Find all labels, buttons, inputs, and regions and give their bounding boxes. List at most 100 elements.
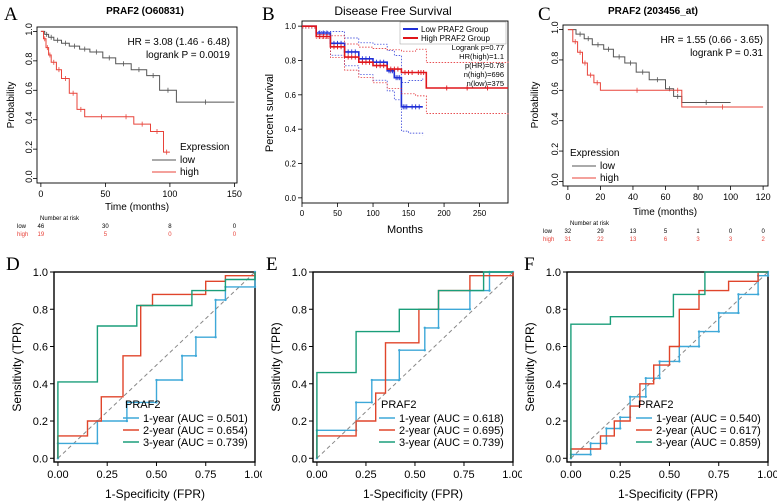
risk-low-value: 29 — [597, 229, 604, 235]
axes-b: 0 50 100 150 200 250 0.0 0.2 0.4 0.6 0.8 1.0 — [285, 22, 487, 218]
roc-point — [644, 395, 648, 399]
legend-title-c: Expression — [570, 148, 619, 159]
chart-title-c: PRAF2 (203456_at) — [608, 6, 698, 17]
curves-b — [302, 25, 509, 136]
roc-point — [437, 326, 440, 330]
roc-point — [628, 395, 632, 399]
stat-phr-b: p(HR)=0.78 — [465, 61, 504, 70]
roc-point — [155, 401, 158, 404]
legend-low-a: low — [180, 155, 196, 166]
roc-point — [589, 442, 592, 445]
y-tick-label-a: 0.0 — [24, 170, 34, 183]
x-tick-label-d: 0.25 — [96, 469, 117, 481]
curves-c — [567, 29, 764, 110]
logrank-text-c: logrank P = 0.31 — [690, 48, 763, 59]
risk-title-c: Number at risk — [570, 221, 610, 227]
plot-frame-a — [36, 26, 238, 184]
km-curve-high — [567, 29, 764, 108]
roc-curves-e — [315, 270, 515, 460]
y-tick-label-e: 0.8 — [292, 304, 307, 316]
y-tick-label-d: 0.8 — [33, 304, 48, 316]
y-tick-label-b: 0.0 — [285, 194, 297, 203]
km-curve-high — [40, 30, 170, 153]
risk-label-high-c: high — [543, 237, 554, 243]
x-tick-label-c: 60 — [660, 192, 670, 202]
km-plot-c: C PRAF2 (203456_at) 0 20 40 60 80 100 1200.00.… — [530, 4, 771, 243]
y-tick-label-f: 0.2 — [546, 416, 561, 428]
y-tick-label-f: 0.4 — [546, 379, 561, 391]
legend-entry-3-year: 3-year (AUC = 0.739) — [399, 437, 504, 449]
roc-plot-e: E 0.00 0.25 0.50 0.75 1.00 0.0 0.2 0.4 0.6 0.8 1.0… — [266, 254, 522, 501]
y-tick-label-d: 0.6 — [33, 342, 48, 354]
x-tick-label-b: 0 — [300, 209, 305, 218]
diagonal-reference — [57, 271, 256, 459]
roc-point — [619, 427, 622, 430]
risk-low-value: 5 — [664, 229, 668, 235]
roc-point — [766, 274, 770, 277]
risk-low-value: 30 — [102, 224, 109, 230]
roc-point — [180, 354, 184, 358]
roc-point — [644, 376, 648, 380]
survival-curve-1 — [302, 25, 508, 89]
x-tick-label-d: 0.00 — [47, 469, 68, 481]
legend-d: 1-year (AUC = 0.501)2-year (AUC = 0.654)… — [123, 413, 248, 449]
y-axis-title-c: Probability — [530, 82, 541, 129]
plot-frame-e — [312, 271, 514, 463]
y-tick-label-e: 0.6 — [292, 342, 307, 354]
y-tick-label-a: 0.4 — [24, 111, 34, 124]
x-tick-label-a: 0 — [38, 189, 43, 199]
x-tick-label-f: 1.00 — [757, 469, 777, 481]
roc-curves-f — [569, 270, 770, 460]
axes-f: 0.00 0.25 0.50 0.75 1.00 0.0 0.2 0.4 0.6 0.8 1.0 — [546, 267, 777, 481]
risk-high-value: 0 — [168, 232, 172, 238]
x-tick-label-a: 50 — [100, 189, 110, 199]
roc-point — [398, 378, 401, 382]
y-axis-title-b: Percent survival — [264, 74, 276, 152]
roc-plot-f: F 0.00 0.25 0.50 0.75 1.00 0.0 0.2 0.4 0.6 0.8 1.0… — [523, 254, 777, 501]
plot-frame-d — [53, 271, 256, 463]
panel-label-b: B — [262, 4, 275, 25]
roc-point — [737, 311, 740, 315]
chart-title-a: PRAF2 (O60831) — [106, 6, 184, 17]
roc-point — [180, 378, 184, 382]
legend-e: 1-year (AUC = 0.618)2-year (AUC = 0.695)… — [379, 413, 504, 449]
x-tick-label-d: 0.75 — [195, 469, 216, 481]
roc-point — [214, 335, 217, 339]
risk-high-value: 2 — [761, 237, 765, 243]
chart-title-b: Disease Free Survival — [334, 4, 451, 18]
risk-label-low-a: low — [17, 224, 27, 230]
roc-point — [756, 293, 760, 296]
legend-title-d: PRAF2 — [125, 399, 160, 411]
roc-curves-d — [56, 270, 257, 460]
risk-table-a: 46 19 30 5 8 0 0 0 — [38, 224, 237, 238]
roc-point — [658, 376, 661, 380]
roc-point — [697, 345, 701, 348]
x-tick-label-f: 0.50 — [659, 469, 680, 481]
stat-nhigh-b: n(high)=696 — [464, 70, 504, 79]
x-tick-label-c: 120 — [756, 192, 771, 202]
x-tick-label-b: 100 — [366, 209, 380, 218]
y-tick-label-c: 0.4 — [550, 112, 560, 125]
legend-title-a: Expression — [180, 142, 229, 153]
y-tick-label-b: 1.0 — [285, 22, 297, 31]
roc-point — [398, 349, 401, 352]
x-tick-label-b: 150 — [402, 209, 416, 218]
risk-high-value: 19 — [38, 232, 45, 238]
risk-high-value: 5 — [104, 232, 108, 238]
legend-entry-1-year: 1-year (AUC = 0.618) — [399, 413, 504, 425]
x-tick-label-a: 150 — [227, 189, 242, 199]
curves-a — [40, 30, 235, 155]
y-tick-label-b: 0.2 — [285, 160, 297, 169]
roc-point — [605, 427, 608, 430]
risk-low-value: 1 — [696, 229, 700, 235]
y-tick-label-f: 1.0 — [546, 267, 561, 279]
x-tick-label-f: 0.00 — [560, 469, 581, 481]
x-tick-label-c: 20 — [595, 192, 605, 202]
y-tick-label-f: 0.8 — [546, 304, 561, 316]
x-tick-label-f: 0.75 — [708, 469, 729, 481]
roc-point — [488, 289, 491, 292]
y-tick-label-f: 0.0 — [546, 453, 561, 465]
plot-frame-b — [301, 20, 509, 204]
roc-point — [697, 330, 701, 333]
x-tick-label-a: 100 — [162, 189, 177, 199]
